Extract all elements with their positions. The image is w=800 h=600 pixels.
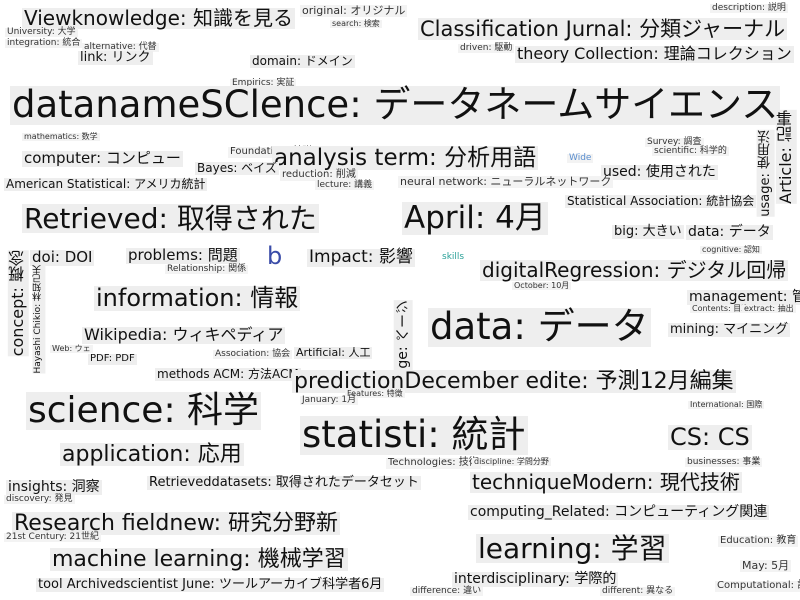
word: statisti: 統計 <box>300 413 528 456</box>
word: digitalRegression: デジタル回帰 <box>480 258 789 282</box>
word: PDF: PDF <box>88 353 137 365</box>
word: discovery: 発見 <box>4 494 75 505</box>
word: concept: 概念 <box>8 250 29 357</box>
word: scientific: 科学的 <box>652 146 729 157</box>
word: datanameSClence: データネームサイエンス <box>10 83 781 126</box>
word: Association: 協会 <box>213 349 293 360</box>
word: Education: 教育 <box>718 535 799 547</box>
word: January: 1月 <box>300 395 359 406</box>
word: International: 国際 <box>688 400 765 410</box>
word: neural network: ニューラルネットワーク <box>398 175 614 188</box>
word: CS: CS <box>668 423 752 451</box>
word: mathematics: 数学 <box>22 132 100 142</box>
word: Computational: 計算的 <box>715 580 800 592</box>
word: Contents: 目次 <box>690 304 752 314</box>
word: Bayes: ベイズ <box>195 161 279 175</box>
word: October: 10月 <box>512 281 572 291</box>
word: insights: 洞察 <box>6 479 102 495</box>
word: methods ACM: 方法ACM <box>155 367 301 381</box>
word: skills <box>440 252 467 263</box>
word: learning: 学習 <box>476 532 669 565</box>
word: theory Collection: 理論コレクション <box>515 44 794 63</box>
word: Empirics: 実証 <box>230 78 297 89</box>
word: information: 情報 <box>94 284 301 312</box>
word: different: 異なる <box>600 586 676 597</box>
word: data: データ <box>686 224 773 240</box>
word: computing_Related: コンピューティング関連 <box>468 504 770 520</box>
word: search: 検索 <box>330 19 382 29</box>
word: tool Archivedscientist June: ツールアーカイブ科学者… <box>36 577 385 592</box>
word: application: 応用 <box>60 442 244 467</box>
word: Technologies: 技術 <box>386 457 481 469</box>
word: reduction: 削減 <box>280 169 358 181</box>
word: Classification Jurnal: 分類ジャーナル <box>418 17 788 41</box>
word: integration: 統合 <box>5 38 83 49</box>
word: big: 大きい <box>612 224 684 239</box>
word: problems: 問題 <box>126 246 240 264</box>
word: techniqueModern: 現代技術 <box>470 470 742 494</box>
word: doi: DOI <box>30 248 95 266</box>
word: computer: コンピュー <box>22 149 183 167</box>
word: Survey: 調査 <box>645 137 704 148</box>
word: American Statistical: アメリカ統計 <box>4 177 208 191</box>
word: lecture: 講義 <box>315 180 375 191</box>
word: University: 大学 <box>5 27 78 38</box>
word: data: データ <box>428 305 651 348</box>
word: 21st Century: 21世紀 <box>4 532 102 543</box>
word: Foundation: 基礎 <box>228 146 315 158</box>
word: original: オリジナル <box>300 4 408 17</box>
word: usage: 使用法 <box>757 130 775 217</box>
word: description: 説明 <box>710 3 788 14</box>
word: science: 科学 <box>26 390 262 431</box>
word: Research fieldnew: 研究分野新 <box>12 511 341 536</box>
word: cognitive: 認知 <box>700 245 762 255</box>
word: Impact: 影響 <box>307 247 415 267</box>
word: machine learning: 機械学習 <box>50 547 348 572</box>
word: Retrieved: 取得された <box>22 202 319 235</box>
word: Wide <box>567 153 594 164</box>
word: domain: ドメイン <box>250 54 355 68</box>
word: Viewknowledge: 知識を見る <box>22 6 295 30</box>
word: Hayashi Chikio: 林知己夫 <box>32 265 46 374</box>
word: Statistical Association: 統計協会 <box>565 194 757 208</box>
word: Features: 特徴 <box>345 389 405 399</box>
word: analysis term: 分析用語 <box>272 145 539 171</box>
word: used: 使用された <box>601 164 718 180</box>
word: predictionDecember edite: 予測12月編集 <box>292 369 736 394</box>
word: discipline: 学問分野 <box>472 457 551 467</box>
word: May: 5月 <box>740 559 792 572</box>
word: extract: 抽出 <box>742 304 796 314</box>
word: April: 4月 <box>402 200 548 236</box>
word: driven: 駆動 <box>458 43 515 54</box>
word: Wikipedia: ウィキペディア <box>82 325 286 344</box>
word: b <box>265 242 285 270</box>
word: link: リンク <box>78 50 153 65</box>
word: Relationship: 関係 <box>165 264 249 275</box>
word: mining: マイニング <box>668 322 791 337</box>
word: management: 管理 <box>687 290 800 305</box>
word: interdisciplinary: 学際的 <box>452 571 619 587</box>
word: Article: 記事 <box>776 110 797 204</box>
word: alternative: 代替 <box>82 42 159 53</box>
word: Artificial: 人工 <box>294 346 373 359</box>
word: Retrieveddatasets: 取得されたデータセット <box>147 475 421 490</box>
word: businesses: 事業 <box>685 457 763 468</box>
word: difference: 違い <box>410 586 484 597</box>
word: Web: ウェ <box>50 344 93 354</box>
